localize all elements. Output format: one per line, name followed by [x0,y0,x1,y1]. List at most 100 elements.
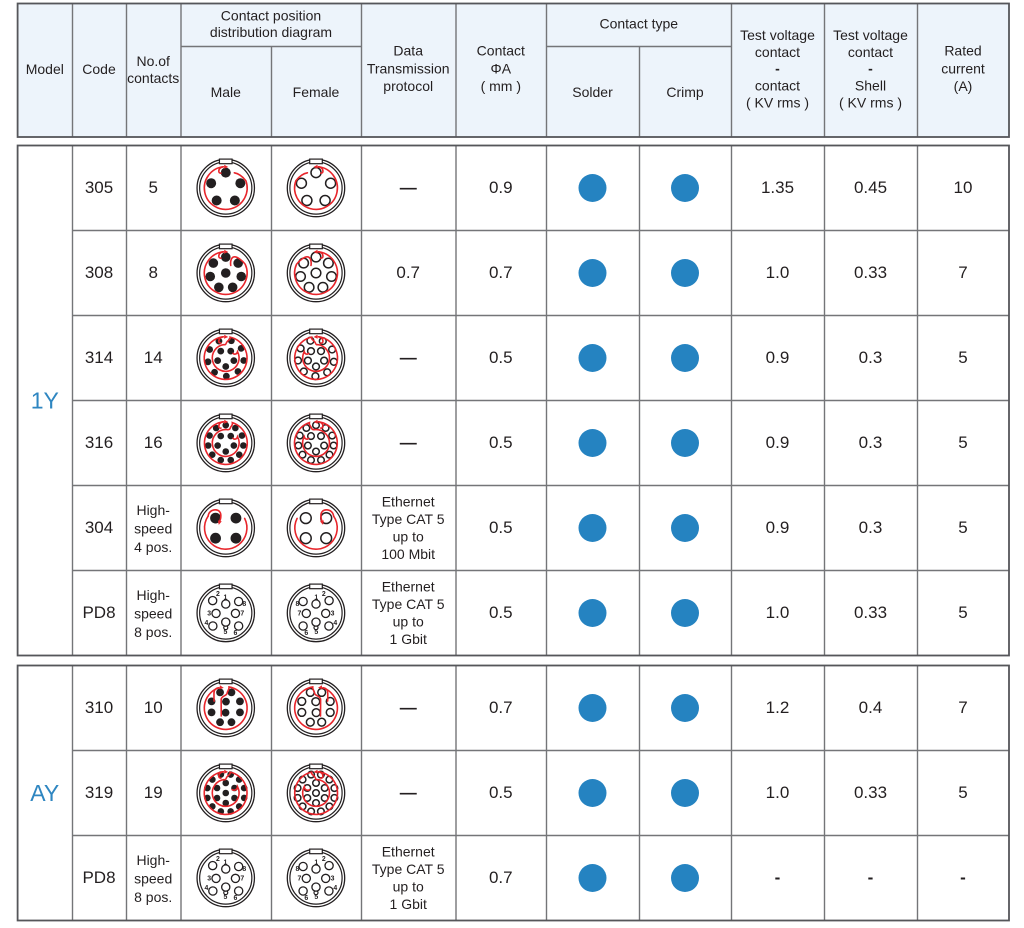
svg-text:Solder: Solder [572,84,613,100]
svg-text:19: 19 [144,783,163,802]
svg-text:5: 5 [223,629,227,636]
svg-text:0.9: 0.9 [489,178,513,197]
svg-text:7: 7 [958,698,967,717]
svg-text:-: - [960,868,966,887]
svg-text:up to: up to [393,879,424,895]
svg-text:7: 7 [240,611,244,618]
svg-text:0.9: 0.9 [766,518,790,537]
svg-text:0.7: 0.7 [489,698,513,717]
svg-text:5: 5 [958,433,967,452]
svg-text:7: 7 [297,611,301,618]
svg-text:4: 4 [204,885,208,892]
svg-text:PD8: PD8 [82,868,115,887]
svg-text:1.0: 1.0 [766,783,790,802]
svg-text:High-: High- [136,587,170,603]
svg-text:10: 10 [954,178,973,197]
svg-text:Ethernet: Ethernet [382,494,435,510]
svg-text:Data: Data [393,43,423,59]
svg-text:High-: High- [136,852,170,868]
svg-text:0.3: 0.3 [859,433,883,452]
svg-text:2: 2 [216,856,220,863]
svg-text:304: 304 [85,518,113,537]
svg-text:contacts: contacts [127,70,179,86]
svg-text:305: 305 [85,178,113,197]
svg-text:3: 3 [331,611,335,618]
svg-text:Contact type: Contact type [599,16,678,32]
svg-text:Test voltage: Test voltage [833,27,908,43]
svg-text:0.3: 0.3 [859,348,883,367]
svg-text:6: 6 [233,630,237,637]
svg-text:10: 10 [144,698,163,717]
svg-text:0.7: 0.7 [489,868,513,887]
svg-text:1 Gbit: 1 Gbit [390,631,427,647]
svg-text:Model: Model [26,61,64,77]
svg-text:protocol: protocol [383,78,433,94]
svg-text:319: 319 [85,783,113,802]
svg-text:316: 316 [85,433,113,452]
svg-text:0.5: 0.5 [489,433,513,452]
svg-text:3: 3 [207,876,211,883]
svg-text:1.0: 1.0 [766,263,790,282]
svg-text:6: 6 [233,895,237,902]
svg-text:5: 5 [958,518,967,537]
svg-text:8: 8 [242,601,246,608]
svg-text:—: — [400,348,417,367]
svg-text:5: 5 [314,894,318,901]
svg-text:AY: AY [30,780,59,806]
svg-text:6: 6 [304,630,308,637]
svg-text:0.5: 0.5 [489,518,513,537]
svg-text:1: 1 [314,860,318,867]
svg-text:1.0: 1.0 [766,603,790,622]
svg-text:Transmission: Transmission [367,60,450,76]
svg-text:6: 6 [304,895,308,902]
svg-text:1: 1 [223,860,227,867]
svg-text:1.35: 1.35 [761,178,794,197]
svg-text:speed: speed [134,605,172,621]
svg-text:distribution diagram: distribution diagram [210,24,332,40]
svg-text:Ethernet: Ethernet [382,579,435,595]
svg-text:0.33: 0.33 [854,263,887,282]
svg-text:Rated: Rated [944,43,981,59]
svg-text:No.of: No.of [136,53,170,69]
svg-text:Test voltage: Test voltage [740,27,815,43]
svg-text:Shell: Shell [855,78,886,94]
svg-text:0.7: 0.7 [396,263,420,282]
svg-text:0.5: 0.5 [489,783,513,802]
svg-text:Type CAT 5: Type CAT 5 [372,861,445,877]
svg-text:7: 7 [958,263,967,282]
svg-text:up to: up to [393,529,424,545]
svg-text:0.5: 0.5 [489,603,513,622]
svg-text:5: 5 [958,783,967,802]
svg-text:0.9: 0.9 [766,348,790,367]
svg-text:0.3: 0.3 [859,518,883,537]
svg-text:8 pos.: 8 pos. [134,624,172,640]
svg-text:4: 4 [204,620,208,627]
svg-text:up to: up to [393,614,424,630]
svg-text:3: 3 [207,611,211,618]
svg-text:1: 1 [314,595,318,602]
svg-text:0.4: 0.4 [859,698,883,717]
svg-text:Type CAT 5: Type CAT 5 [372,511,445,527]
svg-text:Crimp: Crimp [666,84,704,100]
svg-text:2: 2 [322,591,326,598]
svg-text:Ethernet: Ethernet [382,844,435,860]
svg-text:( mm ): ( mm ) [481,78,521,94]
svg-text:0.5: 0.5 [489,348,513,367]
svg-text:3: 3 [331,876,335,883]
svg-text:—: — [400,698,417,717]
svg-text:5: 5 [223,894,227,901]
svg-text:0.45: 0.45 [854,178,887,197]
svg-text:7: 7 [240,876,244,883]
svg-text:Contact: Contact [477,43,525,59]
svg-text:-: - [775,868,781,887]
svg-text:ΦA: ΦA [491,60,512,76]
svg-text:-: - [868,61,873,77]
svg-text:current: current [941,60,985,76]
svg-text:100 Mbit: 100 Mbit [381,546,435,562]
svg-text:Female: Female [293,84,340,100]
svg-text:contact: contact [755,44,800,60]
svg-text:-: - [868,868,874,887]
svg-text:Male: Male [211,84,242,100]
svg-text:1Y: 1Y [31,388,59,414]
svg-text:High-: High- [136,502,170,518]
